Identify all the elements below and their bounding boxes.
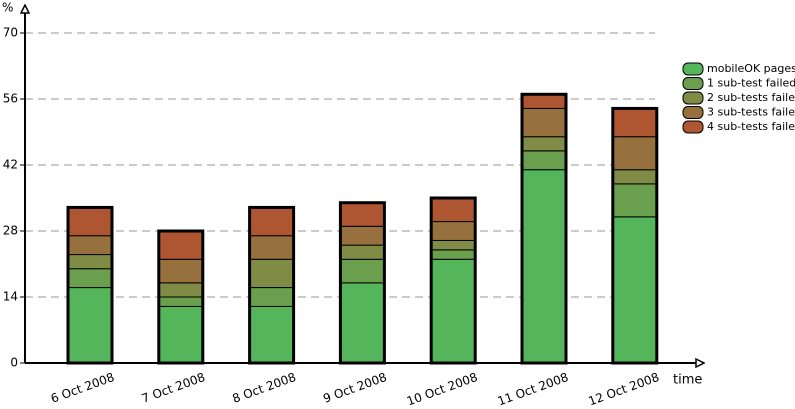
bar-segment bbox=[521, 107, 567, 138]
legend-swatch bbox=[682, 77, 704, 90]
bar-segment bbox=[67, 206, 113, 237]
x-tick-label: 9 Oct 2008 bbox=[321, 370, 388, 406]
bar-segment bbox=[339, 282, 385, 364]
y-tick-label: 28 bbox=[3, 224, 18, 238]
bar-segment bbox=[521, 136, 567, 152]
bar-segment bbox=[339, 244, 385, 260]
y-tick-label: 70 bbox=[3, 26, 18, 40]
x-tick-label: 8 Oct 2008 bbox=[230, 370, 297, 406]
x-tick-label: 10 Oct 2008 bbox=[405, 370, 480, 409]
bar-segment bbox=[67, 254, 113, 270]
bar-segment bbox=[612, 169, 658, 185]
legend-label: mobileOK pages bbox=[707, 62, 795, 75]
legend-swatch bbox=[682, 120, 704, 134]
x-tick-label: 11 Oct 2008 bbox=[496, 370, 571, 409]
bar-segment bbox=[158, 282, 204, 298]
legend-swatch bbox=[682, 62, 704, 76]
bar-segment bbox=[521, 93, 567, 109]
legend-swatch bbox=[682, 106, 704, 119]
legend-label: 4 sub-tests failed bbox=[707, 120, 795, 133]
bar-segment bbox=[67, 235, 113, 256]
y-tick-label: 0 bbox=[10, 356, 18, 370]
x-tick-label: 7 Oct 2008 bbox=[140, 370, 207, 406]
bar-segment bbox=[521, 150, 567, 171]
bar-segment bbox=[158, 230, 204, 260]
bar-segment bbox=[249, 287, 295, 307]
legend-label: 1 sub-test failed bbox=[707, 77, 795, 90]
bar-segment bbox=[339, 202, 385, 227]
y-tick-label: 14 bbox=[3, 290, 18, 304]
legend-label: 2 sub-tests failed bbox=[707, 91, 795, 104]
bar-segment bbox=[521, 169, 567, 364]
bar-segment bbox=[430, 221, 476, 241]
bar-segment bbox=[158, 258, 204, 284]
bar-segment bbox=[612, 136, 658, 171]
bar-segment bbox=[67, 287, 113, 364]
bar-segment bbox=[249, 305, 295, 364]
bar-segment bbox=[339, 258, 385, 284]
bar-segment bbox=[612, 216, 658, 364]
bar-segment bbox=[612, 107, 658, 138]
bar-segment bbox=[67, 268, 113, 289]
bar-segment bbox=[430, 249, 476, 260]
bar-segment bbox=[430, 239, 476, 251]
bar-segment bbox=[158, 296, 204, 307]
bar-segment bbox=[339, 225, 385, 246]
bar-segment bbox=[430, 197, 476, 223]
bar-segment bbox=[249, 258, 295, 289]
bar-segment bbox=[249, 235, 295, 260]
bar-segment bbox=[430, 258, 476, 364]
bar-segment bbox=[612, 183, 658, 218]
y-axis-label: % bbox=[2, 1, 13, 15]
bar-segment bbox=[249, 206, 295, 237]
x-tick-label: 6 Oct 2008 bbox=[49, 370, 116, 406]
y-tick-label: 56 bbox=[3, 92, 18, 106]
legend-label: 3 sub-tests failed bbox=[707, 106, 795, 119]
x-axis-label: time bbox=[673, 373, 702, 388]
bars bbox=[66, 92, 659, 365]
x-tick-label: 12 Oct 2008 bbox=[587, 370, 662, 409]
legend-swatch bbox=[682, 91, 704, 105]
y-tick-label: 42 bbox=[3, 158, 18, 172]
bar-segment bbox=[158, 305, 204, 364]
